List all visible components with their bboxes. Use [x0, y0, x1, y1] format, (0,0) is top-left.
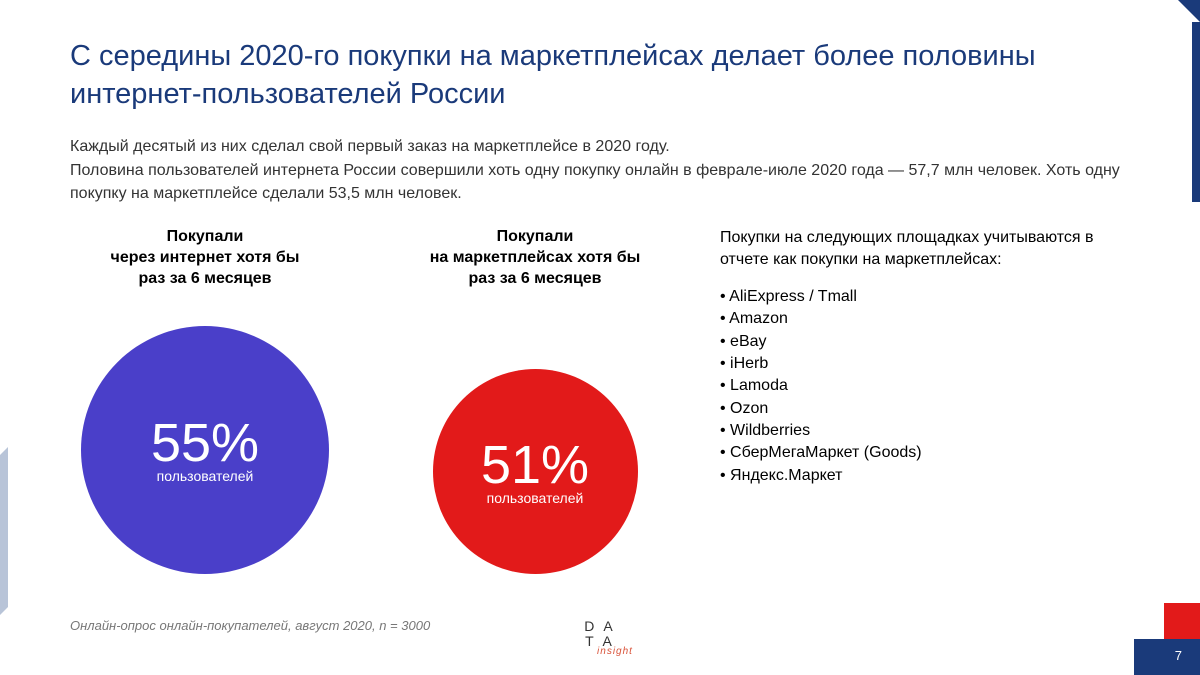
chart-label: Покупаличерез интернет хотя быраз за 6 м… [111, 227, 300, 289]
chart-area: Покупаличерез интернет хотя быраз за 6 м… [70, 227, 670, 574]
stat-circle-internet: 55% пользователей [81, 326, 329, 574]
logo-line1: D A [584, 618, 616, 634]
stat-circle-marketplace: 51% пользователей [433, 369, 638, 574]
side-bar-accent [1192, 22, 1200, 202]
chart-col-marketplace: Покупалина маркетплейсах хотя быраз за 6… [400, 227, 670, 574]
stat-percent: 55% [151, 416, 259, 470]
corner-accent-bottom-left [0, 447, 8, 615]
marketplace-list-item: Wildberries [720, 420, 1130, 442]
corner-accent-top-right [1178, 0, 1200, 22]
corner-accent-red [1164, 603, 1200, 639]
circle-wrap: 55% пользователей [81, 304, 329, 574]
slide-title: С середины 2020-го покупки на маркетплей… [70, 38, 1130, 113]
marketplace-list-item: iHerb [720, 353, 1130, 375]
footnote: Онлайн-опрос онлайн-покупателей, август … [70, 618, 430, 633]
marketplace-list-item: Amazon [720, 308, 1130, 330]
side-intro: Покупки на следующих площадках учитывают… [720, 227, 1130, 272]
slide-subtitle: Каждый десятый из них сделал свой первый… [70, 135, 1130, 205]
marketplace-list-item: Яндекс.Маркет [720, 465, 1130, 487]
stat-sublabel: пользователей [487, 490, 584, 506]
corner-accent-blue [1134, 639, 1200, 675]
chart-col-internet: Покупаличерез интернет хотя быраз за 6 м… [70, 227, 340, 574]
content-row: Покупаличерез интернет хотя быраз за 6 м… [70, 227, 1130, 574]
side-panel: Покупки на следующих площадках учитывают… [700, 227, 1130, 574]
marketplace-list-item: AliExpress / Tmall [720, 286, 1130, 308]
slide: С середины 2020-го покупки на маркетплей… [0, 0, 1200, 675]
marketplace-list-item: Ozon [720, 398, 1130, 420]
logo-sub: insight [597, 647, 633, 658]
stat-sublabel: пользователей [157, 468, 254, 484]
circle-wrap: 51% пользователей [433, 304, 638, 574]
marketplace-list: AliExpress / TmallAmazoneBayiHerbLamodaO… [720, 286, 1130, 488]
marketplace-list-item: Lamoda [720, 375, 1130, 397]
page-number: 7 [1175, 648, 1182, 663]
stat-percent: 51% [481, 438, 589, 492]
chart-label: Покупалина маркетплейсах хотя быраз за 6… [430, 227, 641, 289]
marketplace-list-item: eBay [720, 331, 1130, 353]
marketplace-list-item: СберМегаМаркет (Goods) [720, 442, 1130, 464]
logo: D A T A insight [567, 619, 633, 657]
